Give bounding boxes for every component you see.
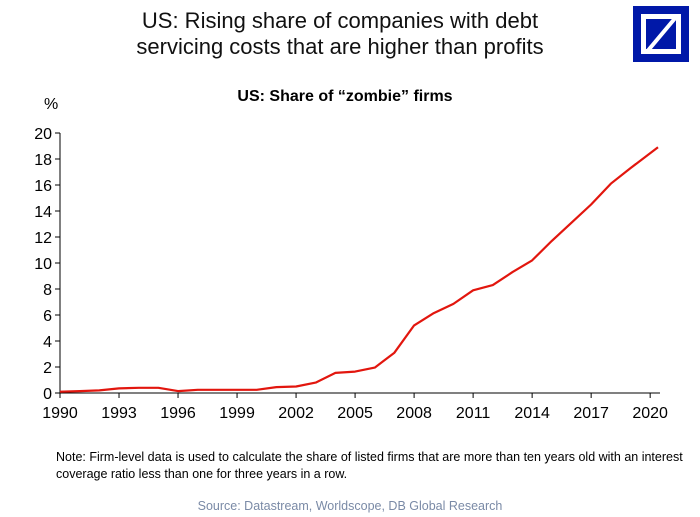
y-tick-label: 16 <box>34 178 52 195</box>
y-tick-label: 8 <box>43 282 52 299</box>
deutsche-bank-logo-icon <box>633 6 689 62</box>
chart-axes <box>59 133 660 394</box>
y-tick-label: 18 <box>34 152 52 169</box>
y-tick-label: 2 <box>43 360 52 377</box>
x-tick-label: 1990 <box>42 405 78 422</box>
x-tick-label: 1996 <box>160 405 196 422</box>
x-tick-label: 1993 <box>101 405 137 422</box>
y-tick-label: 14 <box>34 204 52 221</box>
zombie-firms-line-chart: 0 2 4 6 8 10 12 14 16 18 20 1990 1993 1996 1999 2002 20… <box>34 126 668 422</box>
y-tick-label: 12 <box>34 230 52 247</box>
y-axis-ticks: 0 2 4 6 8 10 12 14 16 18 20 <box>34 126 60 403</box>
x-axis-ticks: 1990 1993 1996 1999 2002 2005 2008 2011 2014 2017… <box>42 393 668 422</box>
y-tick-label: 4 <box>43 334 52 351</box>
main-title-line-1: US: Rising share of companies with debt <box>141 8 539 33</box>
y-tick-label: 0 <box>43 386 52 403</box>
x-tick-label: 2005 <box>337 405 373 422</box>
y-tick-label: 10 <box>34 256 52 273</box>
x-tick-label: 2008 <box>396 405 432 422</box>
x-tick-label: 1999 <box>219 405 255 422</box>
main-title: US: Rising share of companies with debt … <box>70 8 610 60</box>
source-line: Source: Datastream, Worldscope, DB Globa… <box>197 499 503 513</box>
y-tick-label: 20 <box>34 126 52 143</box>
x-tick-label: 2020 <box>632 405 668 422</box>
zombie-share-line <box>59 146 659 393</box>
x-tick-label: 2014 <box>514 405 550 422</box>
chart-series <box>59 146 659 393</box>
x-tick-label: 2017 <box>573 405 609 422</box>
chart-title: US: Share of “zombie” firms <box>237 88 453 105</box>
y-tick-label: 6 <box>43 308 52 325</box>
x-tick-label: 2002 <box>278 405 314 422</box>
x-tick-label: 2011 <box>456 405 491 422</box>
footnote: Note: Firm-level data is used to calcula… <box>56 450 683 481</box>
y-axis-unit-label: % <box>44 96 59 113</box>
main-title-line-2: servicing costs that are higher than pro… <box>136 34 544 59</box>
